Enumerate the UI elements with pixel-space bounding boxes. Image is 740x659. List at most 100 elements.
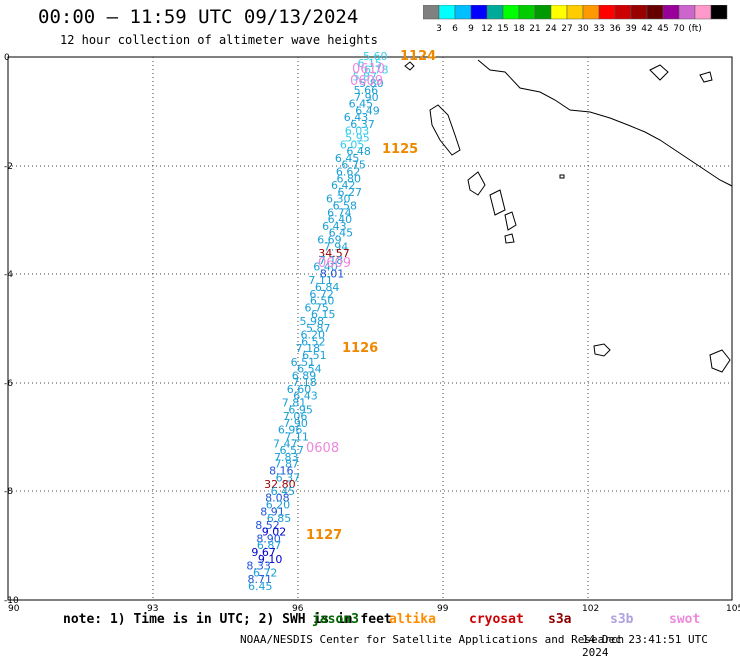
swh-value: 6.80 (336, 172, 361, 185)
y-tick-label: -2 (4, 162, 13, 172)
pass-id-label: 0609 (350, 74, 383, 89)
colorbar-label: 3 (436, 24, 442, 34)
pass-time-labels: 1124 1125 1126 1127 (306, 49, 436, 543)
swh-value: 6.20 (301, 329, 326, 342)
legend-jason3: jason3 (312, 612, 359, 627)
swh-value: 8.33 (246, 560, 271, 573)
swh-value: 6.03 (345, 125, 370, 138)
swh-value: 6.51 (291, 356, 316, 369)
colorbar-label: 45 (657, 24, 668, 34)
swh-value: 6.69 (317, 233, 342, 246)
swh-value: 34.57 (318, 247, 350, 260)
x-tick-label: 90 (8, 604, 20, 612)
swh-value: 8.91 (260, 505, 285, 518)
swh-value: 7.18 (296, 342, 321, 355)
swh-value: 6.50 (310, 295, 335, 308)
swh-value: 6.05 (340, 138, 365, 151)
colorbar-label: 42 (641, 24, 652, 34)
colorbar-label: 21 (529, 24, 540, 34)
swh-value: 6.75 (341, 159, 366, 172)
colorbar-label: 9 (468, 24, 474, 34)
x-tick-label: 102 (582, 604, 599, 612)
wave-height-map: 909396991021050-2-4-6-8-10 5.606.156.785… (4, 49, 740, 612)
swh-value: 8.16 (269, 464, 294, 477)
map-subtitle: 12 hour collection of altimeter wave hei… (60, 33, 378, 47)
y-tick-label: 0 (4, 53, 10, 63)
swh-value: 5.98 (300, 315, 325, 328)
swh-value: 6.85 (267, 512, 292, 525)
swh-value: 7.47 (273, 437, 298, 450)
swh-value: 6.58 (333, 199, 358, 212)
swh-value: 6.20 (266, 498, 291, 511)
wave-height-colorbar: 3 6 9 12 15 18 21 24 27 30 33 36 39 42 45 70 (ft) (423, 5, 728, 34)
swh-value: 8.52 (255, 519, 280, 532)
swh-value: 6.15 (358, 57, 383, 70)
swh-value: 6.43 (344, 111, 369, 124)
swh-value: 7.06 (283, 410, 308, 423)
swh-value: 32.80 (264, 478, 296, 491)
colorbar-label: 18 (513, 24, 525, 34)
pass-id-label: 0608 (306, 441, 339, 456)
legend-s3a: s3a (548, 612, 572, 627)
swh-value: 6.49 (355, 104, 380, 117)
swh-value: 9.67 (251, 546, 276, 559)
swh-value: 6.40 (328, 213, 353, 226)
legend-s3b: s3b (610, 612, 634, 627)
pass-time-label: 1127 (306, 528, 342, 543)
swh-value: 9.02 (262, 526, 287, 539)
swh-value: 7.83 (274, 451, 299, 464)
swh-value: 6.37 (276, 471, 301, 484)
swh-value: 6.45 (329, 227, 354, 240)
swh-value: 5.87 (306, 322, 331, 335)
swh-value: 6.72 (309, 288, 334, 301)
x-tick-label: 93 (147, 604, 158, 612)
map-grid (8, 57, 732, 600)
swh-value: 6.45 (349, 98, 374, 111)
colorbar-label: 30 (577, 24, 589, 34)
colorbar-label: 24 (545, 24, 557, 34)
swh-value: 7.18 (319, 254, 344, 267)
y-tick-label: -10 (4, 596, 19, 606)
coastline (404, 59, 733, 373)
swh-value: 6.27 (338, 186, 363, 199)
swh-value: 5.95 (345, 132, 370, 145)
swh-value: 5.80 (359, 77, 384, 90)
x-tick-label: 96 (292, 604, 304, 612)
colorbar-swatch (710, 5, 728, 20)
swh-value: 6.40 (313, 261, 338, 274)
swh-value: 6.45 (271, 485, 296, 498)
pass-time-label: 1124 (400, 49, 436, 64)
swh-value: 8.90 (256, 532, 281, 545)
axis-tick-labels: 90 93 96 99 102 105 0 -2 -4 -6 -8 -10 (4, 53, 740, 612)
swh-value: 6.74 (327, 206, 352, 219)
swh-value: 8.08 (265, 492, 290, 505)
swh-value: 6.54 (297, 363, 322, 376)
swh-value: 6.43 (293, 390, 318, 403)
swh-value: 6.45 (335, 152, 360, 165)
swh-value: 6.57 (279, 444, 304, 457)
swh-value: 7.90 (283, 417, 308, 430)
legend-cryosat: cryosat (469, 612, 524, 627)
y-tick-label: -8 (4, 487, 13, 497)
swh-value: 6.72 (253, 566, 278, 579)
pass-id-label: 0610 (352, 62, 385, 77)
swh-value: 7.18 (292, 376, 317, 389)
swh-value: 5.87 (353, 70, 378, 83)
colorbar-label: (ft) (688, 24, 702, 34)
swh-value: 6.15 (311, 308, 336, 321)
swh-value: 6.84 (315, 281, 340, 294)
generated-timestamp: 14 Dec 23:41:51 UTC 2024 (582, 633, 708, 659)
swh-value: 7.94 (324, 240, 349, 253)
x-tick-label: 105 (726, 604, 740, 612)
swh-value: 5.60 (363, 50, 388, 63)
swh-value: 5.66 (354, 84, 379, 97)
swh-value-labels: 5.606.156.785.875.805.667.906.456.496.43… (246, 50, 388, 593)
swh-value: 6.78 (364, 64, 389, 77)
swh-value: 6.30 (326, 193, 351, 206)
pass-id-label: 0609 (318, 256, 351, 271)
swh-value: 6.95 (288, 403, 313, 416)
y-tick-label: -4 (4, 270, 13, 280)
swh-value: 7.90 (354, 91, 379, 104)
credit-line: NOAA/NESDIS Center for Satellite Applica… (240, 633, 625, 646)
